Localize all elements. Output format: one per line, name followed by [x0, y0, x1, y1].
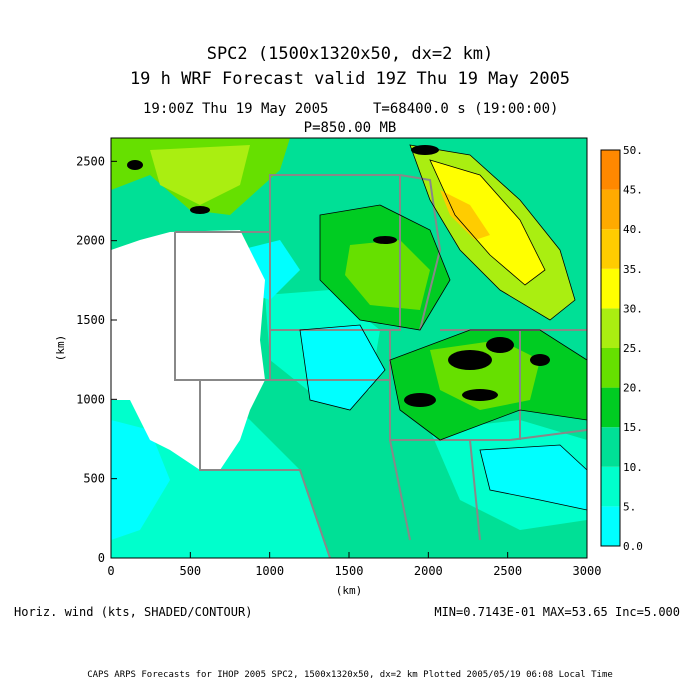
title-line-2: 19 h WRF Forecast valid 19Z Thu 19 May 2… [129, 69, 571, 89]
x-tick-label: 0 [107, 564, 114, 578]
state-boundaries [174, 174, 587, 558]
jet-yellow [430, 160, 545, 285]
y-tick-label: 2500 [76, 154, 105, 168]
colorbar-segment [601, 189, 620, 230]
colorbar-label: 30. [623, 302, 643, 315]
x-tick-label: 1500 [335, 564, 364, 578]
colorbar-label: 10. [623, 461, 643, 474]
colorbar-segment [601, 308, 620, 348]
colorbar-label: 5. [623, 500, 636, 513]
field-description: Horiz. wind (kts, SHADED/CONTOUR) [14, 605, 253, 619]
colorbar-segment [601, 387, 620, 428]
colorbar-segment [601, 229, 620, 269]
colorbar-label: 0.0 [623, 540, 643, 553]
colorbar-label: 20. [623, 382, 643, 395]
y-tick-label: 500 [83, 472, 105, 486]
colorbar-label: 45. [623, 184, 643, 197]
valid-time: 19:00Z Thu 19 May 2005 [143, 101, 329, 117]
y-tick-label: 1500 [76, 313, 105, 327]
x-tick-label: 2500 [493, 564, 522, 578]
northern-core [345, 240, 430, 310]
colorbar-segment [601, 506, 620, 546]
jet-core [440, 190, 490, 240]
colorbar-segment [601, 150, 620, 190]
credit-line: CAPS ARPS Forecasts for IHOP 2005 SPC2, … [87, 670, 613, 680]
contours [299, 144, 587, 511]
southeast-cyan [480, 445, 587, 510]
colorbar: 0.0 5. 10. 15. 20. 25. 30. 35. 40. 45. 50. [600, 144, 643, 553]
y-axis-label: (km) [54, 335, 67, 362]
y-tick-label: 1000 [76, 392, 105, 406]
axis-ticks [110, 160, 588, 559]
field-stats: MIN=0.7143E-01 MAX=53.65 Inc=5.000 [434, 605, 680, 619]
pressure-level: P=850.00 MB [303, 120, 397, 136]
y-tick-label: 0 [98, 551, 105, 565]
x-tick-label: 1000 [255, 564, 284, 578]
title-line-1: SPC2 (1500x1320x50, dx=2 km) [206, 44, 494, 64]
x-tick-label: 3000 [573, 564, 602, 578]
colorbar-label: 40. [623, 223, 643, 236]
wind-field [111, 138, 587, 558]
plains-cyan [300, 325, 385, 410]
southwest-cyan [111, 420, 170, 540]
y-tick-label: 2000 [76, 234, 105, 248]
colorbar-segment [601, 466, 620, 507]
colorbar-frame [600, 149, 621, 547]
northwest-core [150, 145, 250, 205]
colorbar-label: 15. [623, 421, 643, 434]
x-tick-label: 500 [179, 564, 201, 578]
colorbar-segment [601, 348, 620, 388]
convective-clutter [127, 145, 550, 407]
colorbar-label: 50. [623, 144, 643, 157]
terrain-mask [111, 230, 265, 470]
x-tick-label: 2000 [414, 564, 443, 578]
x-axis-label: (km) [336, 584, 363, 597]
colorbar-label: 35. [623, 263, 643, 276]
colorbar-segment [601, 427, 620, 467]
time-seconds: T=68400.0 s (19:00:00) [373, 101, 559, 117]
colorbar-segment [601, 268, 620, 309]
colorbar-label: 25. [623, 342, 643, 355]
axis-labels: (km) (km) 0 500 1000 1500 2000 2500 3000 0 500 10… [54, 154, 601, 597]
